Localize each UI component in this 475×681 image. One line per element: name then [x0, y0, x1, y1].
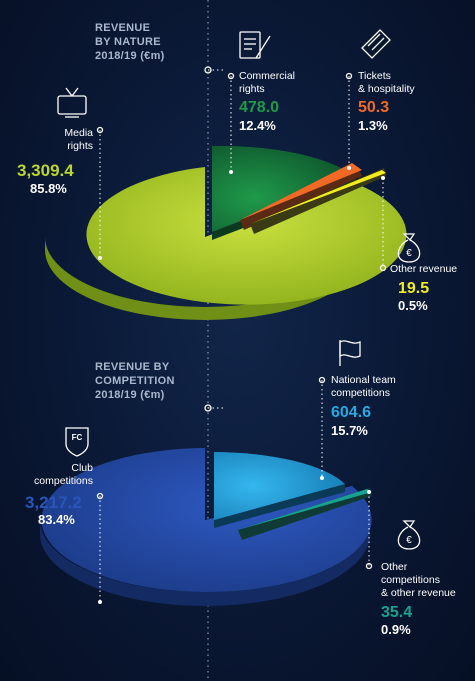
competition-heading-line-1: REVENUE BY [95, 361, 170, 373]
contract-icon [239, 31, 271, 59]
commercial-label-1: Commercial [239, 70, 296, 82]
pie-1-slice-commercial-rights [212, 145, 355, 232]
nature-heading-line-3: 2018/19 (€m) [95, 50, 165, 62]
other-revenue-value: 19.5 [398, 280, 430, 297]
pie-1-leaders [99, 69, 384, 268]
money-bag-icon: € [397, 233, 421, 263]
national-value: 604.6 [331, 404, 372, 421]
media-value: 3,309.4 [17, 161, 74, 180]
club-label-1: Club [71, 462, 93, 474]
pie-2-slice-other [238, 489, 372, 530]
commercial-label-2: rights [239, 83, 265, 95]
other-comp-percent: 0.9% [381, 622, 411, 637]
media-percent: 85.8% [30, 181, 67, 196]
pie-1-slice-other [250, 170, 386, 224]
nature-heading-line-2: BY NATURE [95, 36, 161, 48]
pie-1-tickets-side [240, 168, 362, 230]
other-comp-label-3: & other revenue [381, 587, 456, 599]
pie-1-slice-tickets [240, 163, 362, 220]
club-percent: 83.4% [38, 512, 75, 527]
other-revenue-percent: 0.5% [398, 298, 428, 313]
competition-heading-line-2: COMPETITION [95, 375, 175, 387]
tickets-label-2: & hospitality [358, 83, 415, 95]
svg-text:€: € [406, 535, 412, 546]
svg-text:€: € [406, 248, 412, 259]
media-label-1: Media [64, 127, 93, 139]
tickets-value: 50.3 [358, 99, 390, 116]
pie-2-slice-club [41, 448, 372, 592]
money-bag-icon-2: € [397, 520, 421, 550]
pie-1-endpoints [98, 166, 385, 260]
competition-heading-line-3: 2018/19 (€m) [95, 389, 165, 401]
pie-2 [40, 448, 372, 606]
other-comp-value: 35.4 [381, 604, 413, 621]
ticket-icon [361, 29, 391, 59]
pie-2-leaders [99, 380, 370, 602]
nature-heading-line-1: REVENUE [95, 22, 151, 34]
club-value: 3,217.2 [25, 493, 82, 512]
tv-icon [57, 87, 87, 118]
other-comp-label-1: Other [381, 561, 408, 573]
commercial-percent: 12.4% [239, 118, 276, 133]
other-comp-label-2: competitions [381, 574, 440, 586]
commercial-value: 478.0 [239, 99, 280, 116]
pie-1-leader-dots [96, 66, 387, 272]
media-label-2: rights [67, 140, 93, 152]
fc-badge-text: FC [71, 433, 83, 442]
flag-icon [339, 340, 361, 366]
pie-2-endpoints [98, 476, 371, 604]
national-percent: 15.7% [331, 423, 368, 438]
pie-2-national-side [214, 484, 345, 528]
other-revenue-label: Other revenue [390, 263, 458, 275]
pie-2-leader-dots [96, 376, 373, 570]
pie-1 [45, 145, 407, 320]
pie-2-slice-national [214, 452, 345, 520]
tickets-label-1: Tickets [358, 70, 391, 82]
pie-2-side [40, 520, 370, 606]
national-label-2: competitions [331, 387, 390, 399]
fc-badge-icon [65, 427, 89, 457]
club-label-2: competitions [34, 475, 93, 487]
tickets-percent: 1.3% [358, 118, 388, 133]
national-label-1: National team [331, 374, 396, 386]
